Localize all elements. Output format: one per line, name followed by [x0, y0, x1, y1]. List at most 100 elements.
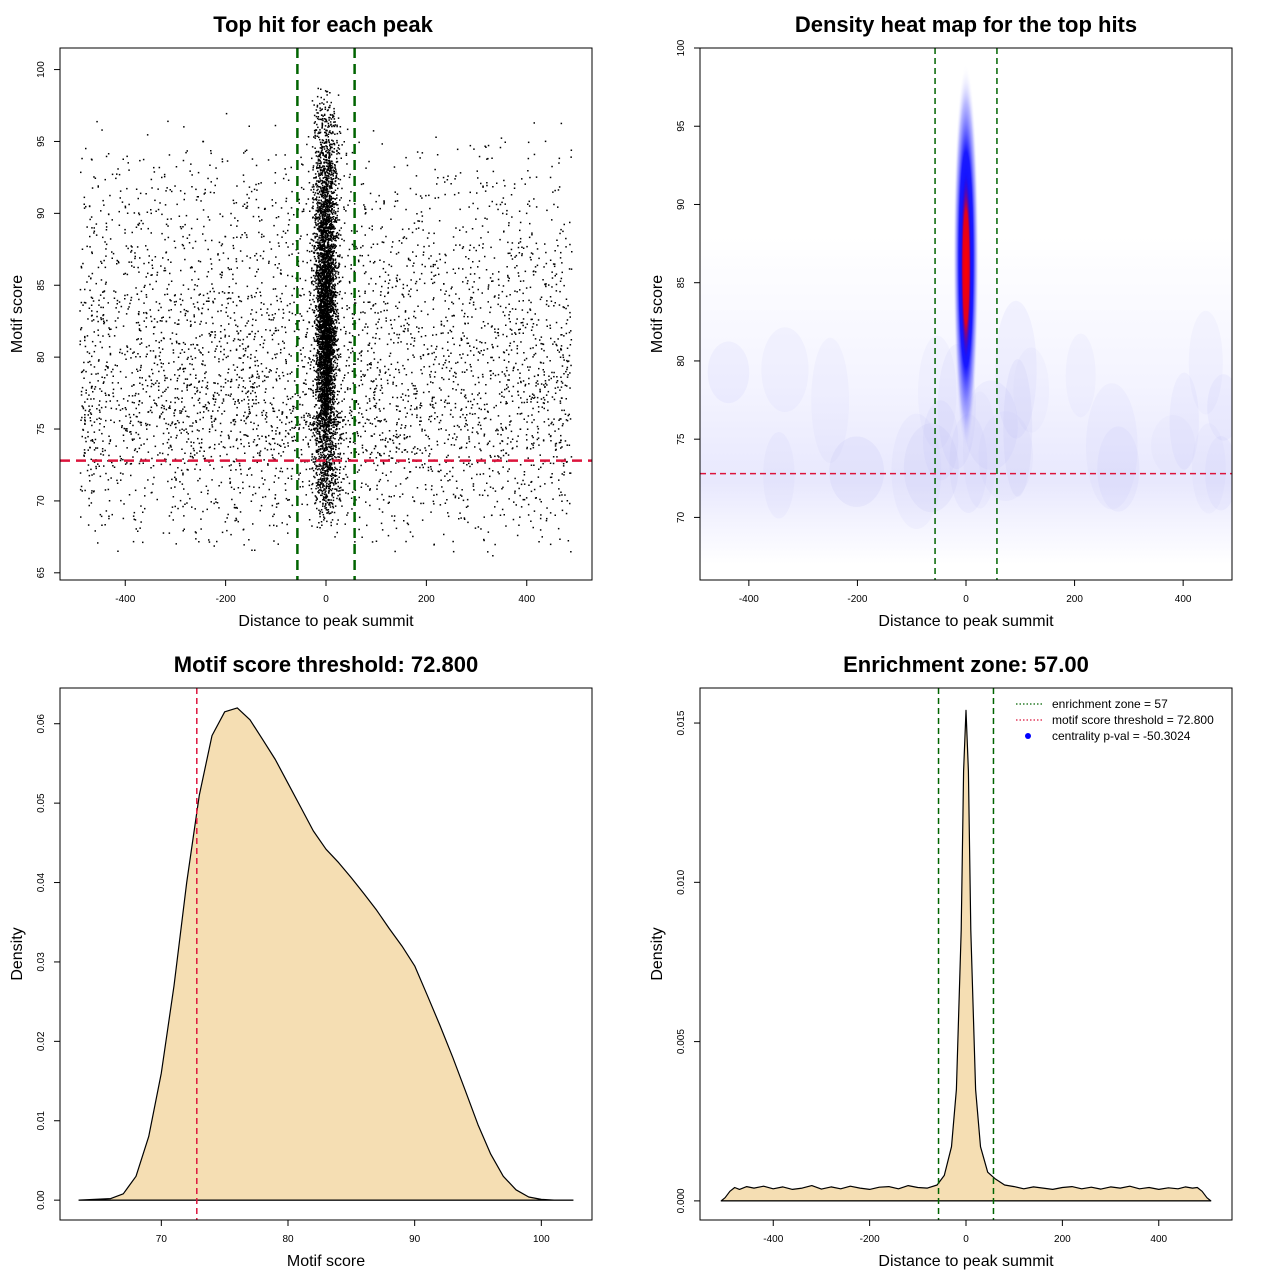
- scatter-point: [229, 482, 231, 484]
- scatter-point: [337, 369, 340, 371]
- scatter-point: [97, 463, 99, 465]
- scatter-point: [527, 141, 530, 144]
- scatter-point: [509, 321, 511, 323]
- scatter-point: [100, 418, 102, 420]
- scatter-point: [470, 370, 473, 372]
- scatter-point: [97, 360, 100, 362]
- scatter-point: [110, 477, 112, 479]
- scatter-point: [337, 349, 340, 351]
- scatter-point: [565, 322, 568, 325]
- scatter-point: [209, 290, 211, 293]
- scatter-point: [396, 280, 398, 283]
- scatter-point: [236, 414, 238, 416]
- scatter-point: [143, 320, 145, 322]
- scatter-point: [419, 424, 421, 426]
- scatter-point: [322, 469, 324, 471]
- scatter-point: [545, 285, 547, 288]
- scatter-point: [159, 415, 161, 417]
- scatter-point: [429, 207, 431, 210]
- scatter-point: [258, 385, 260, 387]
- scatter-point: [177, 398, 180, 400]
- scatter-point: [367, 254, 370, 257]
- scatter-point: [173, 301, 176, 303]
- scatter-point: [542, 362, 545, 364]
- scatter-point: [181, 243, 184, 246]
- scatter-point: [553, 375, 555, 378]
- scatter-point: [87, 464, 90, 466]
- scatter-point: [191, 506, 193, 508]
- scatter-point: [179, 298, 181, 300]
- scatter-point: [336, 403, 339, 405]
- scatter-point: [387, 534, 390, 537]
- scatter-point: [148, 344, 150, 347]
- scatter-point: [438, 421, 441, 424]
- scatter-point: [395, 385, 398, 387]
- scatter-point: [216, 502, 219, 504]
- scatter-point: [508, 277, 510, 280]
- scatter-point: [218, 292, 220, 294]
- scatter-point: [230, 486, 233, 489]
- scatter-point: [162, 257, 164, 259]
- scatter-point: [198, 380, 201, 382]
- scatter-point: [535, 176, 538, 178]
- scatter-point: [409, 435, 411, 438]
- scatter-point: [530, 398, 532, 400]
- scatter-point: [336, 398, 338, 400]
- scatter-point: [433, 494, 435, 496]
- scatter-point: [145, 311, 147, 314]
- scatter-point: [327, 277, 329, 279]
- scatter-point: [398, 315, 400, 318]
- scatter-point: [279, 419, 281, 421]
- scatter-point: [141, 383, 144, 386]
- scatter-point: [315, 431, 317, 433]
- scatter-point: [328, 213, 331, 216]
- scatter-point: [490, 356, 492, 359]
- scatter-point: [148, 261, 150, 264]
- scatter-point: [527, 157, 530, 160]
- scatter-point: [569, 418, 572, 420]
- scatter-point: [434, 402, 437, 404]
- scatter-point: [494, 455, 496, 458]
- scatter-point: [448, 361, 450, 363]
- scatter-point: [214, 382, 216, 384]
- scatter-point: [126, 155, 128, 158]
- scatter-point: [358, 334, 360, 336]
- scatter-point: [242, 355, 245, 357]
- scatter-point: [213, 420, 215, 422]
- scatter-point: [251, 330, 253, 333]
- scatter-point: [519, 464, 522, 466]
- scatter-point: [442, 378, 445, 381]
- scatter-point: [508, 468, 510, 470]
- scatter-point: [232, 445, 235, 448]
- scatter-point: [333, 270, 335, 272]
- scatter-point: [328, 119, 330, 121]
- scatter-point: [138, 271, 140, 273]
- scatter-point: [251, 405, 253, 408]
- scatter-point: [158, 417, 161, 419]
- scatter-point: [328, 206, 331, 209]
- scatter-point: [279, 377, 281, 380]
- scatter-point: [366, 524, 368, 527]
- scatter-point: [514, 266, 516, 269]
- scatter-point: [570, 551, 572, 553]
- scatter-point: [306, 328, 309, 330]
- scatter-point: [82, 262, 84, 265]
- scatter-point: [347, 446, 349, 448]
- scatter-point: [146, 353, 148, 355]
- scatter-point: [467, 521, 469, 524]
- scatter-point: [83, 301, 86, 304]
- scatter-point: [130, 474, 132, 477]
- scatter-point: [286, 373, 289, 375]
- scatter-point: [444, 300, 446, 302]
- scatter-point: [120, 499, 122, 502]
- scatter-point: [554, 189, 556, 192]
- scatter-point: [196, 301, 199, 304]
- scatter-point: [230, 469, 232, 471]
- scatter-point: [281, 412, 284, 414]
- scatter-point: [474, 527, 477, 529]
- scatter-point: [300, 353, 302, 355]
- scatter-point: [558, 157, 561, 160]
- scatter-point: [570, 156, 572, 158]
- scatter-point: [388, 501, 390, 504]
- scatter-point: [298, 198, 300, 201]
